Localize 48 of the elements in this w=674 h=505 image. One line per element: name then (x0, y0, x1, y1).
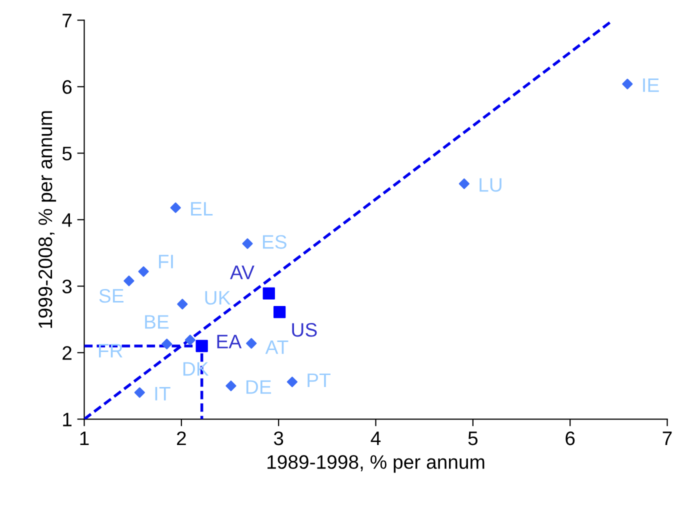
x-axis-title: 1989-1998, % per annum (268, 455, 484, 473)
point (196, 340, 208, 352)
annotation: IT (155, 386, 170, 400)
x-tick-label: 4 (370, 432, 381, 446)
point (242, 238, 253, 249)
point (162, 338, 172, 350)
y-tick-label: 6 (62, 80, 72, 94)
y-tick-label: 1 (63, 412, 72, 426)
annotation: DE (246, 380, 272, 394)
x-tick-label: 5 (468, 432, 478, 446)
point (622, 78, 633, 90)
y-tick-label: 3 (62, 280, 72, 294)
annotation: IE (643, 78, 659, 92)
point (458, 178, 470, 190)
x-tick-label: 7 (662, 432, 672, 446)
annotation: UK (205, 291, 231, 305)
y-axis-title: 1999-2008, % per annum (38, 111, 56, 328)
annotation: PT (308, 374, 330, 387)
point (262, 287, 275, 300)
annotation: LU (480, 178, 502, 192)
y-tick-label: 7 (62, 14, 72, 28)
x-tick-label: 1 (80, 432, 89, 446)
x-tick-label: 6 (566, 431, 575, 446)
annotation: AT (265, 340, 288, 354)
point (138, 266, 149, 277)
point (124, 276, 134, 286)
point (184, 334, 196, 346)
point (286, 376, 298, 388)
point (273, 306, 286, 318)
annotation: FI (159, 254, 173, 268)
annotation: EA (217, 334, 242, 348)
y-tick-label: 2 (62, 346, 72, 360)
annotation: AV (230, 266, 254, 280)
annotation: BE (145, 315, 169, 329)
annotation: EL (191, 202, 213, 216)
point (134, 387, 145, 398)
annotation: SE (99, 288, 124, 303)
annotation: ES (262, 235, 286, 249)
point (226, 380, 236, 392)
point (177, 298, 188, 310)
point (170, 202, 181, 214)
annotation: US (292, 322, 317, 337)
y-tick-label: 5 (62, 146, 72, 160)
x-tick-label: 2 (176, 431, 186, 446)
x-tick-label: 3 (274, 431, 284, 446)
annotation: FR (98, 344, 122, 358)
point (246, 338, 257, 349)
y-tick-label: 4 (62, 213, 72, 227)
